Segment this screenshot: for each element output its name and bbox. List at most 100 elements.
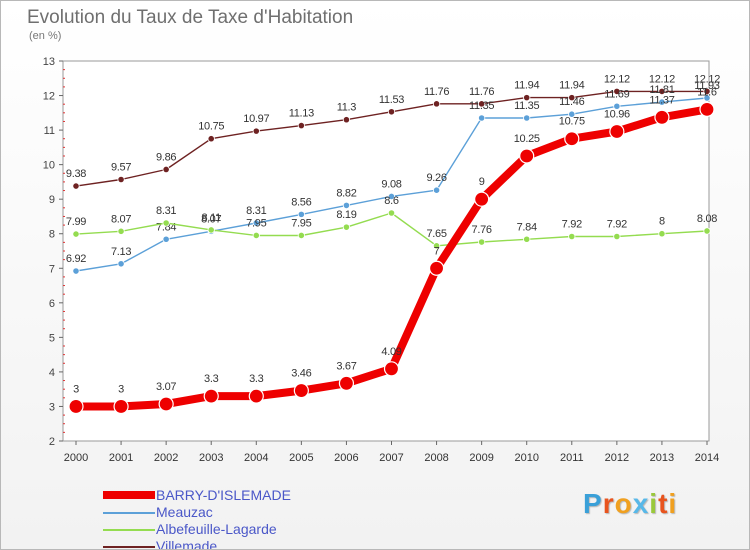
data-label-villemade-11: 11.94: [559, 80, 584, 92]
logo-letter-7: i: [668, 488, 678, 519]
data-point-albefeuille-lagarde-8: [432, 242, 441, 250]
legend-label-villemade: Villemade: [156, 538, 218, 550]
data-label-barry-d-islemade-4: 3.3: [249, 373, 264, 385]
data-point-barry-d-islemade-10: [519, 148, 535, 164]
data-point-albefeuille-lagarde-3: [207, 226, 215, 234]
data-label-meauzac-11: 11.46: [559, 96, 584, 108]
data-label-villemade-8: 11.76: [424, 86, 449, 98]
data-point-meauzac-5: [297, 210, 305, 218]
legend-label-barry: BARRY-D'ISLEMADE: [156, 487, 291, 503]
data-point-albefeuille-lagarde-9: [478, 238, 486, 246]
data-point-villemade-12: [613, 87, 621, 96]
x-tick-label-2: 2002: [154, 452, 178, 464]
logo-letter-4: x: [632, 488, 650, 519]
data-point-barry-d-islemade-11: [564, 131, 580, 147]
data-label-barry-d-islemade-0: 3: [73, 383, 79, 395]
data-point-albefeuille-lagarde-6: [342, 223, 351, 231]
data-label-albefeuille-lagarde-11: 7.92: [562, 218, 582, 230]
x-tick-label-11: 2011: [560, 452, 584, 464]
data-point-barry-d-islemade-0: [68, 398, 84, 415]
data-label-villemade-3: 10.75: [198, 121, 224, 133]
data-point-meauzac-11: [568, 110, 576, 118]
data-point-albefeuille-lagarde-2: [162, 219, 170, 227]
data-point-barry-d-islemade-4: [248, 388, 264, 404]
data-label-villemade-12: 12.12: [604, 73, 630, 85]
data-point-villemade-2: [162, 165, 170, 174]
data-label-meauzac-1: 7.13: [111, 246, 131, 258]
data-point-meauzac-7: [387, 192, 396, 201]
y-tick-label-10: 12: [43, 91, 55, 103]
data-label-barry-d-islemade-9: 9: [479, 176, 485, 188]
data-label-albefeuille-lagarde-6: 8.19: [336, 209, 356, 221]
logo-letter-6: t: [658, 488, 669, 519]
data-label-meauzac-14: 11.93: [694, 80, 719, 92]
data-label-albefeuille-lagarde-13: 8: [659, 216, 665, 228]
data-label-meauzac-9: 11.35: [469, 100, 494, 112]
data-point-meauzac-8: [432, 186, 441, 194]
data-label-albefeuille-lagarde-9: 7.76: [472, 224, 492, 236]
data-point-albefeuille-lagarde-13: [658, 230, 666, 238]
data-point-meauzac-4: [252, 219, 260, 227]
data-label-albefeuille-lagarde-10: 7.84: [517, 221, 537, 233]
data-label-meauzac-6: 8.82: [336, 187, 356, 199]
logo-letter-5: i: [649, 488, 659, 519]
data-point-albefeuille-lagarde-12: [613, 232, 621, 241]
data-label-barry-d-islemade-11: 10.75: [559, 116, 585, 128]
data-point-meauzac-0: [72, 267, 80, 275]
data-label-meauzac-10: 11.35: [514, 100, 539, 112]
legend-swatch-villemade: [103, 546, 155, 548]
data-label-villemade-5: 11.13: [289, 108, 314, 120]
logo-letter-2: r: [602, 488, 615, 519]
x-tick-label-10: 2010: [514, 452, 538, 464]
data-label-meauzac-7: 9.08: [381, 178, 401, 190]
data-point-barry-d-islemade-5: [293, 382, 309, 399]
data-point-meauzac-14: [703, 94, 711, 102]
y-tick-label-6: 8: [49, 229, 55, 241]
data-label-barry-d-islemade-2: 3.07: [156, 381, 176, 393]
data-label-meauzac-12: 11.69: [604, 88, 629, 100]
data-point-albefeuille-lagarde-14: [703, 227, 711, 235]
data-label-albefeuille-lagarde-1: 8.07: [111, 213, 131, 225]
logo-letter-1: P: [583, 488, 603, 519]
data-point-barry-d-islemade-3: [203, 388, 219, 404]
data-label-albefeuille-lagarde-2: 8.31: [156, 205, 176, 217]
data-point-albefeuille-lagarde-10: [523, 235, 531, 243]
chart-subtitle: (en %): [29, 30, 62, 42]
data-point-meauzac-12: [613, 102, 621, 110]
chart-title: Evolution du Taux de Taxe d'Habitation: [27, 7, 354, 28]
data-point-albefeuille-lagarde-0: [72, 230, 80, 238]
x-tick-label-4: 2004: [244, 452, 268, 464]
data-label-villemade-1: 9.57: [111, 161, 131, 173]
data-label-albefeuille-lagarde-3: 8.11: [202, 212, 222, 224]
x-tick-label-7: 2007: [379, 452, 403, 464]
data-label-albefeuille-lagarde-14: 8.08: [697, 213, 717, 225]
x-tick-label-0: 2000: [64, 452, 88, 464]
data-label-albefeuille-lagarde-8: 7.65: [426, 228, 446, 240]
data-point-meauzac-2: [162, 235, 170, 243]
data-label-villemade-2: 9.86: [156, 151, 176, 163]
x-tick-label-13: 2013: [650, 452, 674, 464]
data-label-barry-d-islemade-1: 3: [118, 383, 124, 395]
data-label-meauzac-13: 11.81: [649, 84, 674, 96]
data-label-meauzac-8: 9.26: [426, 172, 446, 184]
legend-label-meauzac: Meauzac: [156, 504, 213, 520]
x-tick-label-9: 2009: [469, 452, 493, 464]
y-tick-label-11: 13: [43, 56, 55, 68]
data-label-barry-d-islemade-6: 3.67: [336, 360, 356, 372]
legend-label-albefeuille: Albefeuille-Lagarde: [156, 521, 277, 537]
y-tick-label-8: 10: [43, 160, 55, 172]
y-tick-label-0: 2: [49, 436, 55, 448]
x-tick-label-1: 2001: [109, 452, 133, 464]
data-label-barry-d-islemade-12: 10.96: [604, 108, 630, 120]
x-tick-label-8: 2008: [424, 452, 448, 464]
data-label-villemade-13: 12.12: [649, 73, 675, 85]
data-label-albefeuille-lagarde-7: 8.6: [384, 195, 399, 207]
data-label-barry-d-islemade-3: 3.3: [204, 373, 219, 385]
data-point-barry-d-islemade-13: [654, 109, 670, 125]
y-tick-label-5: 7: [49, 263, 55, 275]
data-label-meauzac-0: 6.92: [66, 253, 86, 265]
data-point-villemade-4: [252, 127, 260, 135]
data-label-villemade-0: 9.38: [66, 168, 86, 180]
y-tick-label-1: 3: [49, 401, 55, 413]
